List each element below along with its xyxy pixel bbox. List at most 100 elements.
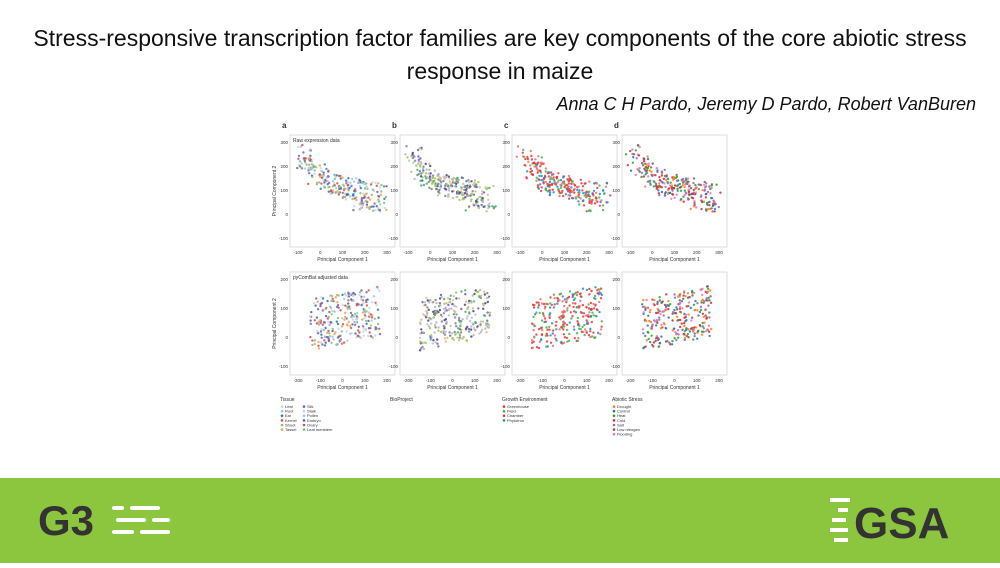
scatter-dot [683, 316, 686, 319]
scatter-dot [455, 313, 458, 316]
scatter-dot [323, 321, 326, 324]
legend-swatch [280, 428, 284, 431]
scatter-dot [326, 183, 329, 186]
scatter-dot [691, 330, 695, 333]
scatter-dot [692, 205, 696, 208]
scatter-dot [673, 337, 676, 340]
scatter-dot [427, 180, 430, 184]
scatter-dot [349, 324, 352, 328]
scatter-dot [315, 183, 319, 186]
scatter-dot [365, 300, 368, 304]
scatter-dot [344, 304, 347, 307]
scatter-dot [544, 320, 547, 323]
scatter-dot [687, 304, 690, 308]
scatter-dot [575, 293, 579, 297]
scatter-dot [667, 187, 671, 190]
scatter-dot [576, 188, 579, 192]
x-tick-label: 300 [383, 250, 391, 255]
x-tick-label: 100 [583, 378, 591, 383]
scatter-dot [313, 342, 316, 346]
scatter-dot [690, 319, 693, 322]
scatter-dot [434, 177, 437, 180]
scatter-dot [470, 180, 473, 183]
scatter-dot [369, 335, 373, 338]
scatter-dot [365, 304, 369, 307]
scatter-dot [427, 319, 430, 322]
scatter-dot [685, 319, 688, 322]
scatter-dot [686, 292, 690, 295]
scatter-dot [549, 171, 553, 174]
legend-swatch [280, 414, 284, 418]
scatter-dot [486, 291, 489, 295]
scatter-dot [421, 179, 424, 182]
x-tick-label: -100 [293, 250, 303, 255]
scatter-dot [675, 173, 678, 177]
scatter-dot [585, 319, 588, 322]
scatter-dot [546, 172, 550, 175]
scatter-dot [425, 296, 428, 300]
scatter-dot [713, 210, 716, 213]
panel-label: c [504, 121, 509, 130]
y-tick-label: -100 [279, 236, 289, 241]
scatter-dot [542, 162, 545, 165]
scatter-dot [374, 334, 377, 337]
scatter-dot [458, 336, 461, 339]
scatter-dot [420, 328, 423, 331]
scatter-dot [331, 327, 334, 331]
scatter-dot [572, 325, 576, 328]
scatter-dot [707, 330, 711, 333]
scatter-dot [404, 153, 407, 156]
scatter-dot [457, 297, 461, 300]
x-tick-label: 200 [693, 250, 701, 255]
scatter-dot [696, 337, 699, 340]
scatter-dot [589, 314, 593, 318]
scatter-dot [317, 340, 320, 344]
scatter-dot [445, 182, 448, 186]
scatter-dot [710, 327, 713, 331]
dna-icon [830, 498, 850, 542]
scatter-dot [638, 170, 641, 173]
legend-item: Stalk [307, 409, 316, 414]
scatter-dot [464, 293, 467, 296]
legend-item: Ear [285, 413, 292, 418]
plot-frame [289, 271, 396, 376]
y-tick-label: 300 [390, 140, 398, 145]
scatter-dot [553, 180, 556, 183]
scatter-dot [375, 205, 378, 208]
scatter-dot [594, 191, 598, 195]
scatter-dot [405, 145, 408, 148]
scatter-dot [536, 184, 540, 187]
scatter-dot [320, 170, 323, 173]
scatter-dot [436, 194, 440, 197]
scatter-dot [562, 320, 565, 323]
scatter-dot [311, 343, 314, 347]
scatter-dot [483, 290, 486, 293]
scatter-dot [649, 340, 652, 344]
legend-item: Heat [617, 413, 626, 418]
scatter-dot [631, 161, 635, 164]
scatter-dot [474, 320, 477, 324]
scatter-dot [421, 331, 425, 334]
scatter-dot [438, 176, 441, 179]
x-tick-label: -100 [515, 250, 525, 255]
scatter-dot [573, 292, 576, 296]
scatter-dot [350, 298, 353, 301]
scatter-dot [461, 337, 464, 340]
scatter-dot [465, 180, 468, 183]
scatter-dot [336, 182, 339, 185]
scatter-dot [418, 170, 422, 173]
scatter-dot [545, 332, 548, 335]
scatter-dot [367, 196, 370, 199]
scatter-dot [706, 201, 709, 205]
scatter-dot [541, 311, 545, 315]
y-tick-label: 100 [390, 188, 398, 193]
scatter-dot [434, 326, 437, 329]
scatter-dot [308, 172, 311, 175]
scatter-dot [482, 304, 485, 307]
legend-swatch [302, 414, 306, 418]
scatter-dot [565, 188, 569, 191]
scatter-dot [687, 193, 691, 196]
scatter-dot [694, 193, 697, 196]
scatter-dot [591, 335, 594, 338]
y-tick-label: 100 [502, 306, 510, 311]
